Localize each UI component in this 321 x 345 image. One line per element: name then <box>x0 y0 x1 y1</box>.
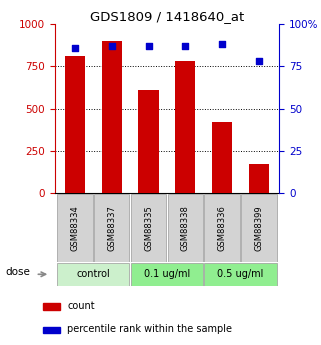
Text: GSM88335: GSM88335 <box>144 205 153 250</box>
FancyBboxPatch shape <box>204 263 277 286</box>
FancyBboxPatch shape <box>57 194 92 262</box>
Bar <box>101 41 122 193</box>
Text: GSM88399: GSM88399 <box>255 205 264 250</box>
FancyBboxPatch shape <box>241 194 277 262</box>
Text: control: control <box>76 269 110 279</box>
Point <box>146 43 151 49</box>
Text: GSM88334: GSM88334 <box>70 205 79 250</box>
Bar <box>43 327 60 333</box>
Bar <box>65 56 85 193</box>
Title: GDS1809 / 1418640_at: GDS1809 / 1418640_at <box>90 10 244 23</box>
Text: GSM88337: GSM88337 <box>107 205 116 250</box>
Bar <box>212 122 232 193</box>
Text: count: count <box>67 301 95 311</box>
Bar <box>249 165 269 193</box>
Bar <box>138 90 159 193</box>
Point <box>109 43 114 49</box>
Text: GSM88338: GSM88338 <box>181 205 190 250</box>
Text: dose: dose <box>5 267 30 277</box>
FancyBboxPatch shape <box>94 194 129 262</box>
Text: percentile rank within the sample: percentile rank within the sample <box>67 324 232 334</box>
Point <box>256 59 262 64</box>
FancyBboxPatch shape <box>204 194 240 262</box>
Text: 0.5 ug/ml: 0.5 ug/ml <box>217 269 264 279</box>
FancyBboxPatch shape <box>57 263 129 286</box>
FancyBboxPatch shape <box>168 194 203 262</box>
Text: 0.1 ug/ml: 0.1 ug/ml <box>144 269 190 279</box>
Point <box>183 43 188 49</box>
Bar <box>43 303 60 310</box>
FancyBboxPatch shape <box>131 194 166 262</box>
Point <box>72 45 77 51</box>
Bar <box>175 61 195 193</box>
Text: GSM88336: GSM88336 <box>218 205 227 250</box>
Point <box>220 42 225 47</box>
FancyBboxPatch shape <box>131 263 203 286</box>
